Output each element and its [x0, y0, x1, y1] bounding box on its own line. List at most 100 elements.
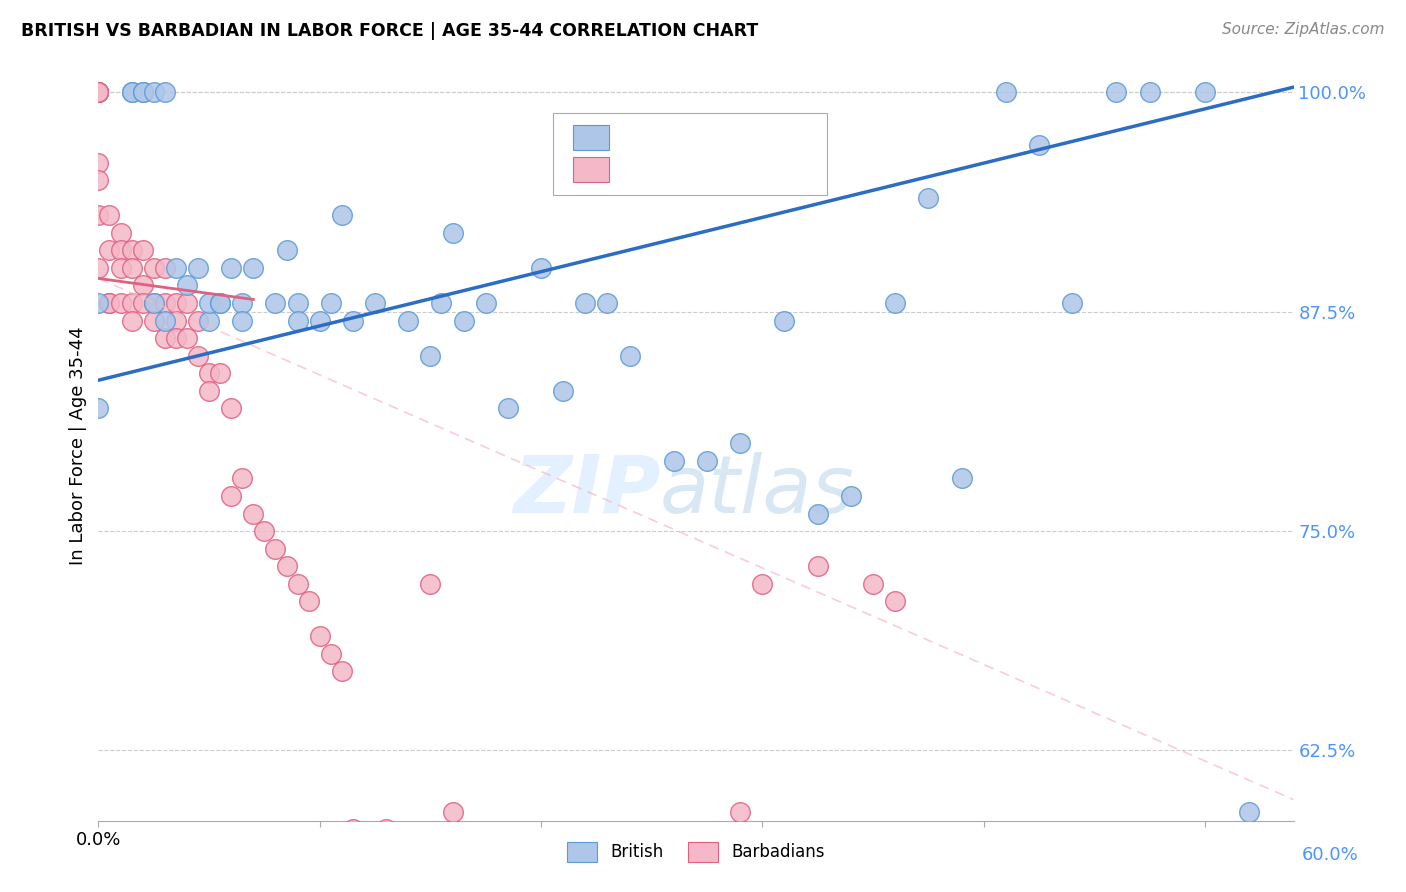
Point: [98, 208, 121, 222]
Point: [364, 840, 387, 855]
Point: [131, 244, 153, 258]
Point: [287, 576, 309, 591]
Point: [121, 86, 143, 100]
Point: [110, 260, 132, 275]
Point: [176, 331, 198, 345]
Text: ZIP: ZIP: [513, 452, 661, 530]
Point: [474, 296, 496, 310]
Point: [87, 173, 110, 187]
Point: [87, 401, 110, 416]
Point: [153, 260, 176, 275]
Point: [364, 296, 387, 310]
Point: [98, 296, 121, 310]
Point: [728, 805, 751, 819]
Point: [153, 331, 176, 345]
Point: [176, 278, 198, 293]
Point: [994, 86, 1017, 100]
Point: [264, 296, 287, 310]
Point: [87, 208, 110, 222]
Point: [950, 471, 973, 485]
Point: [131, 296, 153, 310]
Point: [142, 296, 165, 310]
Point: [1028, 138, 1050, 153]
Point: [98, 244, 121, 258]
Point: [219, 401, 242, 416]
Point: [242, 507, 264, 521]
Point: [110, 226, 132, 240]
Point: [441, 805, 464, 819]
Point: [219, 260, 242, 275]
Point: [142, 260, 165, 275]
Point: [121, 313, 143, 327]
Point: [1239, 805, 1261, 819]
Point: [330, 665, 353, 679]
Point: [153, 296, 176, 310]
Point: [219, 489, 242, 503]
Point: [165, 331, 187, 345]
Point: [87, 86, 110, 100]
Point: [308, 629, 330, 643]
Point: [187, 313, 209, 327]
Point: [121, 260, 143, 275]
Point: [1139, 86, 1161, 100]
Text: Source: ZipAtlas.com: Source: ZipAtlas.com: [1222, 22, 1385, 37]
Point: [87, 155, 110, 169]
Text: R = -0.088   N = 64: R = -0.088 N = 64: [620, 160, 811, 178]
Point: [87, 260, 110, 275]
Point: [231, 313, 253, 327]
FancyBboxPatch shape: [572, 157, 609, 181]
Point: [131, 86, 153, 100]
Point: [142, 313, 165, 327]
Point: [121, 296, 143, 310]
Point: [342, 822, 364, 837]
Point: [696, 454, 718, 468]
Point: [419, 349, 441, 363]
Point: [131, 86, 153, 100]
Point: [807, 507, 830, 521]
Point: [142, 86, 165, 100]
Point: [453, 313, 475, 327]
Point: [87, 86, 110, 100]
Point: [198, 313, 221, 327]
Point: [153, 313, 176, 327]
Point: [917, 191, 939, 205]
Point: [839, 489, 862, 503]
Text: 60.0%: 60.0%: [1302, 846, 1358, 863]
Point: [276, 244, 298, 258]
Legend: British, Barbadians: British, Barbadians: [560, 835, 832, 869]
Point: [319, 296, 342, 310]
Point: [353, 840, 375, 855]
Point: [619, 349, 641, 363]
Point: [496, 401, 519, 416]
Point: [142, 296, 165, 310]
Text: BRITISH VS BARBADIAN IN LABOR FORCE | AGE 35-44 CORRELATION CHART: BRITISH VS BARBADIAN IN LABOR FORCE | AG…: [21, 22, 758, 40]
Point: [198, 296, 221, 310]
Point: [165, 296, 187, 310]
Point: [231, 471, 253, 485]
Point: [209, 296, 232, 310]
Point: [342, 313, 364, 327]
Point: [287, 296, 309, 310]
Point: [330, 208, 353, 222]
Point: [87, 86, 110, 100]
Point: [574, 296, 596, 310]
Point: [308, 313, 330, 327]
Point: [165, 260, 187, 275]
Point: [773, 313, 796, 327]
Point: [87, 86, 110, 100]
Point: [751, 576, 773, 591]
Point: [662, 454, 685, 468]
Point: [396, 313, 419, 327]
Point: [596, 296, 619, 310]
Point: [87, 86, 110, 100]
Point: [884, 594, 907, 608]
Point: [242, 260, 264, 275]
Point: [198, 366, 221, 380]
Text: atlas: atlas: [661, 452, 855, 530]
Point: [419, 576, 441, 591]
Point: [121, 244, 143, 258]
FancyBboxPatch shape: [572, 125, 609, 150]
FancyBboxPatch shape: [553, 112, 827, 195]
Point: [187, 349, 209, 363]
Point: [110, 244, 132, 258]
